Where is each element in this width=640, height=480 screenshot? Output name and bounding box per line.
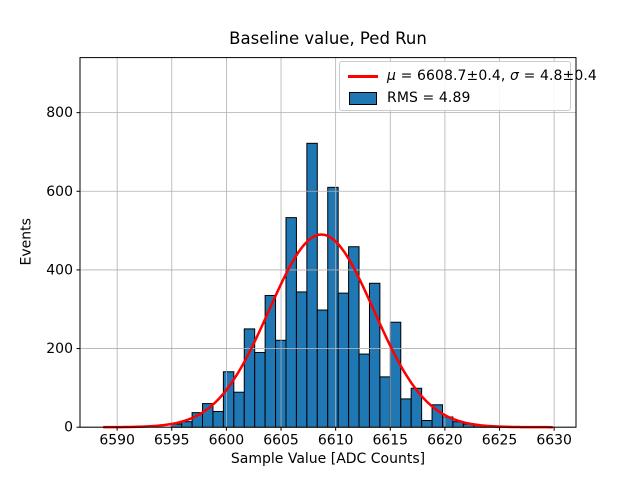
histogram-bar bbox=[421, 420, 433, 428]
histogram-bar bbox=[327, 186, 339, 428]
histogram-bar bbox=[212, 410, 224, 428]
rms-legend-label: RMS = 4.89 bbox=[387, 90, 471, 106]
legend: μ = 6608.7±0.4, σ = 4.8±0.4 RMS = 4.89 bbox=[339, 61, 597, 111]
sigma-value: = 4.8±0.4 bbox=[519, 68, 597, 84]
histogram-bar bbox=[400, 398, 412, 428]
fit-line-swatch bbox=[348, 74, 378, 78]
fit-legend-label: μ = 6608.7±0.4, σ = 4.8±0.4 bbox=[387, 68, 597, 84]
chart-title: Baseline value, Ped Run bbox=[229, 29, 427, 48]
histogram-swatch bbox=[348, 91, 378, 105]
legend-entry-histogram: RMS = 4.89 bbox=[348, 87, 562, 109]
fit-curve bbox=[102, 233, 554, 429]
histogram-bar bbox=[295, 291, 308, 428]
x-tick-label: 6605 bbox=[263, 433, 299, 449]
histogram-bar bbox=[254, 351, 266, 428]
y-axis-label: Events bbox=[18, 218, 35, 266]
histogram-bar bbox=[379, 376, 391, 428]
axes-frame bbox=[79, 57, 577, 428]
histogram-bar bbox=[316, 309, 329, 428]
sigma-symbol: σ bbox=[510, 68, 520, 84]
histogram-bar bbox=[233, 391, 245, 428]
y-tick-label: 200 bbox=[46, 341, 73, 357]
x-tick-label: 6615 bbox=[372, 433, 408, 449]
histogram-bar bbox=[358, 353, 370, 428]
x-tick-label: 6620 bbox=[427, 433, 463, 449]
histogram-bar bbox=[306, 142, 318, 428]
mu-value: = 6608.7±0.4, bbox=[396, 68, 511, 84]
x-tick-label: 6625 bbox=[482, 433, 518, 449]
legend-entry-fit: μ = 6608.7±0.4, σ = 4.8±0.4 bbox=[348, 65, 597, 87]
histogram-bar bbox=[337, 292, 350, 428]
x-tick-label: 6590 bbox=[99, 433, 135, 449]
mu-symbol: μ bbox=[387, 68, 397, 84]
y-tick-label: 600 bbox=[46, 184, 73, 200]
y-tick-label: 400 bbox=[46, 262, 73, 278]
histogram-bar bbox=[389, 321, 402, 428]
histogram-bar bbox=[285, 217, 297, 428]
fit-line-icon bbox=[348, 74, 378, 78]
histogram-patch-icon bbox=[349, 91, 377, 105]
y-tick-label: 0 bbox=[64, 420, 73, 436]
x-tick-label: 6610 bbox=[318, 433, 354, 449]
x-tick-label: 6600 bbox=[209, 433, 245, 449]
x-axis-label: Sample Value [ADC Counts] bbox=[230, 451, 426, 467]
x-tick-label: 6630 bbox=[536, 433, 572, 449]
y-tick-label: 800 bbox=[46, 105, 73, 121]
x-tick-label: 6595 bbox=[154, 433, 190, 449]
